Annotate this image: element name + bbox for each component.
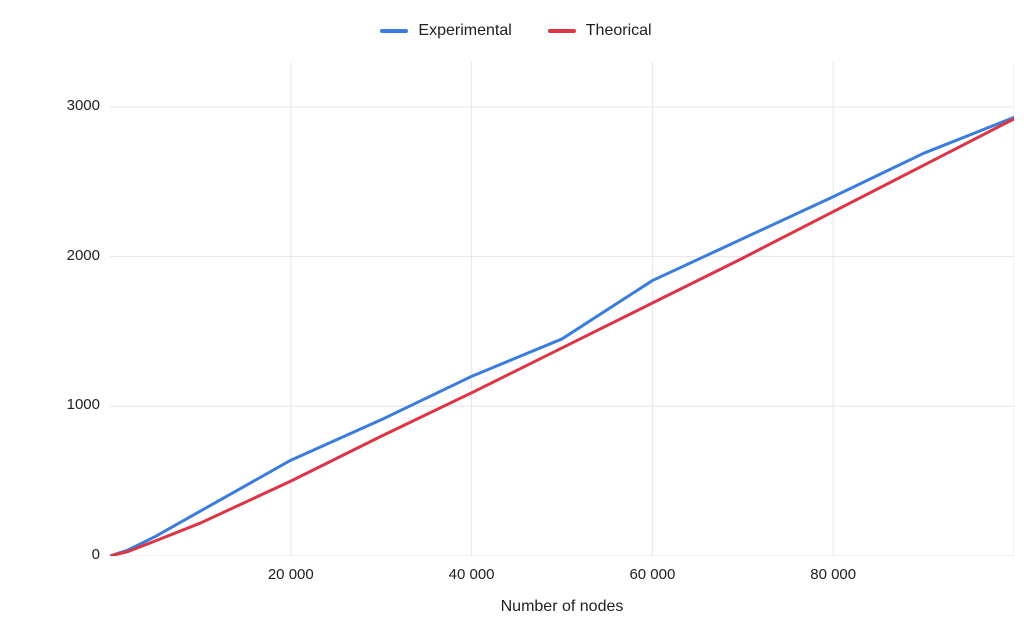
legend-swatch	[548, 29, 576, 33]
legend-item: Experimental	[380, 22, 511, 40]
x-tick-label: 40 000	[422, 566, 522, 583]
legend-label: Experimental	[418, 22, 511, 40]
x-axis-label: Number of nodes	[110, 598, 1014, 616]
y-tick-label: 3000	[40, 97, 100, 114]
legend-swatch	[380, 29, 408, 33]
x-tick-label: 80 000	[783, 566, 883, 583]
plot-area	[110, 62, 1014, 556]
x-tick-label: 60 000	[602, 566, 702, 583]
legend-item: Theorical	[548, 22, 652, 40]
legend: Experimental Theorical	[0, 22, 1032, 40]
legend-label: Theorical	[586, 22, 652, 40]
series-line	[110, 117, 1014, 556]
x-tick-label: 20 000	[241, 566, 341, 583]
y-tick-label: 0	[40, 546, 100, 563]
chart-container: ExperimentalTheorical Iteration to send …	[0, 0, 1032, 638]
y-tick-label: 2000	[40, 247, 100, 264]
y-tick-label: 1000	[40, 396, 100, 413]
